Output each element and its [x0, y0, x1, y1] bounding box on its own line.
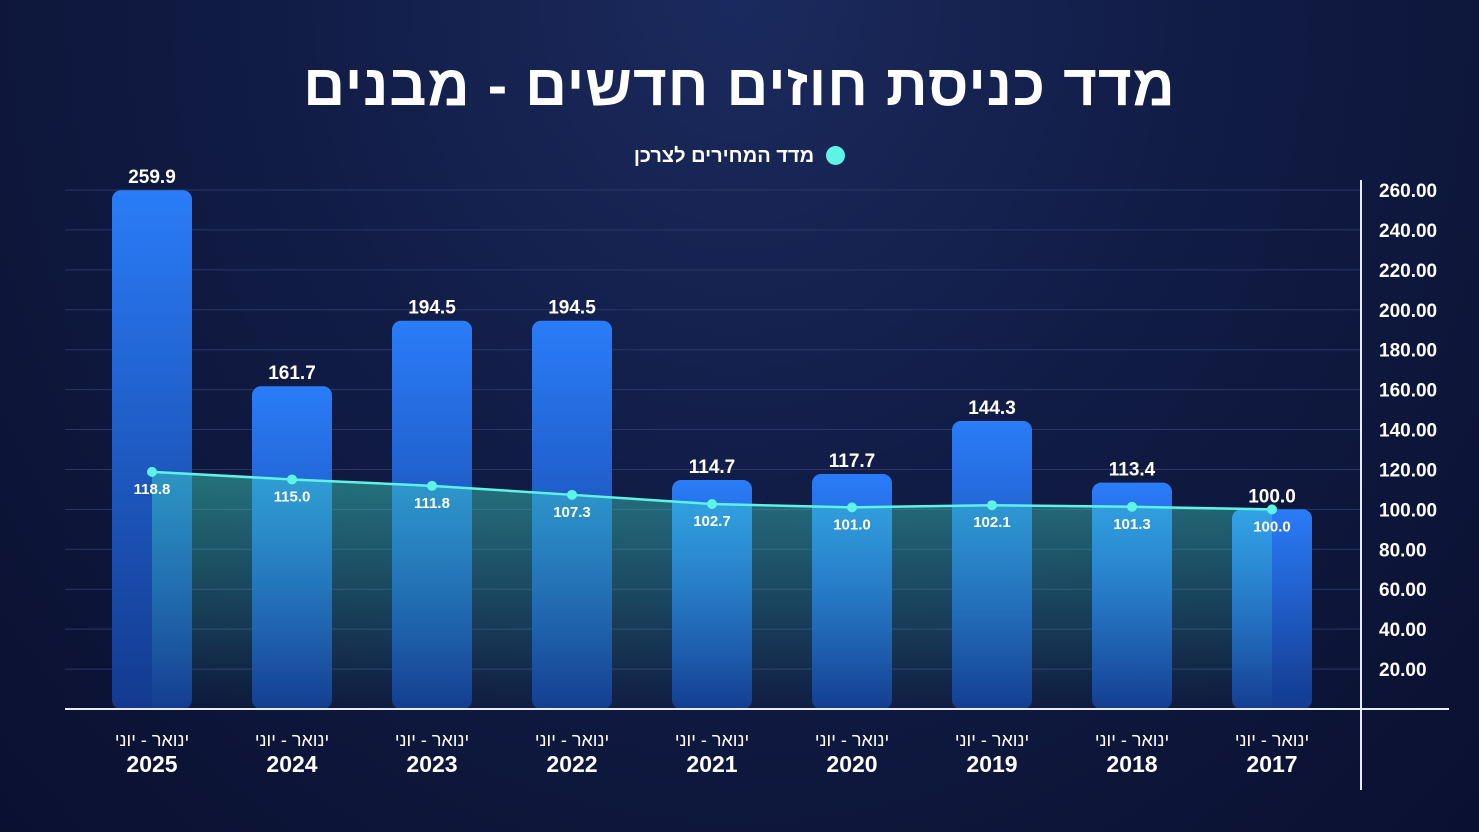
y-tick-label: 20.00: [1379, 660, 1427, 681]
x-tick-year-label: 2022: [546, 751, 597, 777]
x-tick-period-label: ינואר - יוני: [535, 730, 609, 750]
legend: מדד המחירים לצרכן: [0, 145, 1479, 168]
x-tick-period-label: ינואר - יוני: [955, 730, 1029, 750]
bar-value-label: 194.5: [408, 298, 456, 319]
line-point: [1127, 501, 1137, 512]
y-tick-label: 120.00: [1379, 460, 1437, 481]
line-value-label: 100.0: [1253, 518, 1291, 535]
line-point: [1267, 504, 1277, 515]
x-tick-period-label: ינואר - יוני: [1095, 730, 1169, 750]
y-tick-label: 100.00: [1379, 500, 1437, 521]
bar-value-label: 259.9: [128, 167, 176, 188]
y-tick-label: 180.00: [1379, 341, 1437, 362]
bar-value-label: 113.4: [1109, 460, 1156, 481]
line-point: [427, 480, 437, 491]
line-value-label: 115.0: [274, 488, 311, 505]
x-tick-year-label: 2023: [406, 751, 457, 777]
line-value-label: 102.7: [693, 513, 731, 530]
y-tick-label: 200.00: [1379, 301, 1437, 322]
x-tick-year-label: 2017: [1246, 751, 1297, 777]
y-tick-label: 220.00: [1379, 261, 1437, 282]
x-tick-year-label: 2021: [686, 751, 737, 777]
x-tick-period-label: ינואר - יוני: [395, 730, 469, 750]
y-tick-label: 260.00: [1379, 181, 1437, 202]
bar-value-label: 144.3: [968, 398, 1016, 419]
line-area-fill: [152, 471, 1272, 709]
x-tick-year-label: 2018: [1106, 751, 1157, 777]
axes: 20.00 40.00 60.00 80.00 100.00 120.00 140.00 16…: [65, 180, 1449, 790]
x-tick-year-label: 2025: [126, 751, 177, 777]
line-value-label: 101.3: [1113, 516, 1151, 533]
chart-title: מדד כניסת חוזים חדשים - מבנים: [303, 53, 1176, 118]
line-point: [567, 489, 577, 500]
y-tick-label: 40.00: [1379, 620, 1427, 641]
line-value-label: 111.8: [414, 495, 450, 512]
line-series: [147, 466, 1277, 515]
line-point: [847, 502, 857, 513]
legend-line-marker: [826, 146, 846, 165]
bar-value-label: 114.7: [689, 457, 736, 478]
bar-value-label: 161.7: [268, 363, 316, 384]
line-value-label: 118.8: [134, 481, 171, 498]
line-value-label: 102.1: [973, 514, 1011, 531]
line-value-label: 107.3: [553, 504, 591, 521]
x-tick-year-label: 2019: [966, 751, 1017, 777]
x-tick-year-label: 2020: [826, 751, 877, 777]
x-tick-period-label: ינואר - יוני: [115, 730, 189, 750]
x-tick-year-label: 2024: [266, 751, 317, 777]
bar-value-label: 100.0: [1248, 486, 1296, 507]
line-area: [152, 471, 1272, 709]
y-tick-label: 240.00: [1379, 221, 1437, 242]
y-tick-label: 80.00: [1379, 540, 1427, 561]
y-tick-label: 160.00: [1379, 381, 1437, 402]
legend-line-label: מדד המחירים לצרכן: [633, 145, 815, 167]
x-tick-period-label: ינואר - יוני: [1235, 730, 1309, 750]
line-point: [987, 500, 997, 511]
data-labels: 259.9 161.7 194.5 194.5 114.7 117.7 144.3 113.4…: [128, 167, 1296, 535]
line-point: [707, 498, 717, 509]
y-tick-label: 140.00: [1379, 421, 1437, 442]
line-point: [147, 466, 157, 477]
bar-value-label: 194.5: [548, 298, 596, 319]
x-tick-period-label: ינואר - יוני: [815, 730, 889, 750]
line-point: [287, 474, 297, 485]
x-tick-period-label: ינואר - יוני: [675, 730, 749, 750]
x-tick-period-label: ינואר - יוני: [255, 730, 329, 750]
y-tick-label: 60.00: [1379, 580, 1427, 601]
line-value-label: 101.0: [833, 516, 871, 533]
bar-value-label: 117.7: [829, 451, 876, 472]
